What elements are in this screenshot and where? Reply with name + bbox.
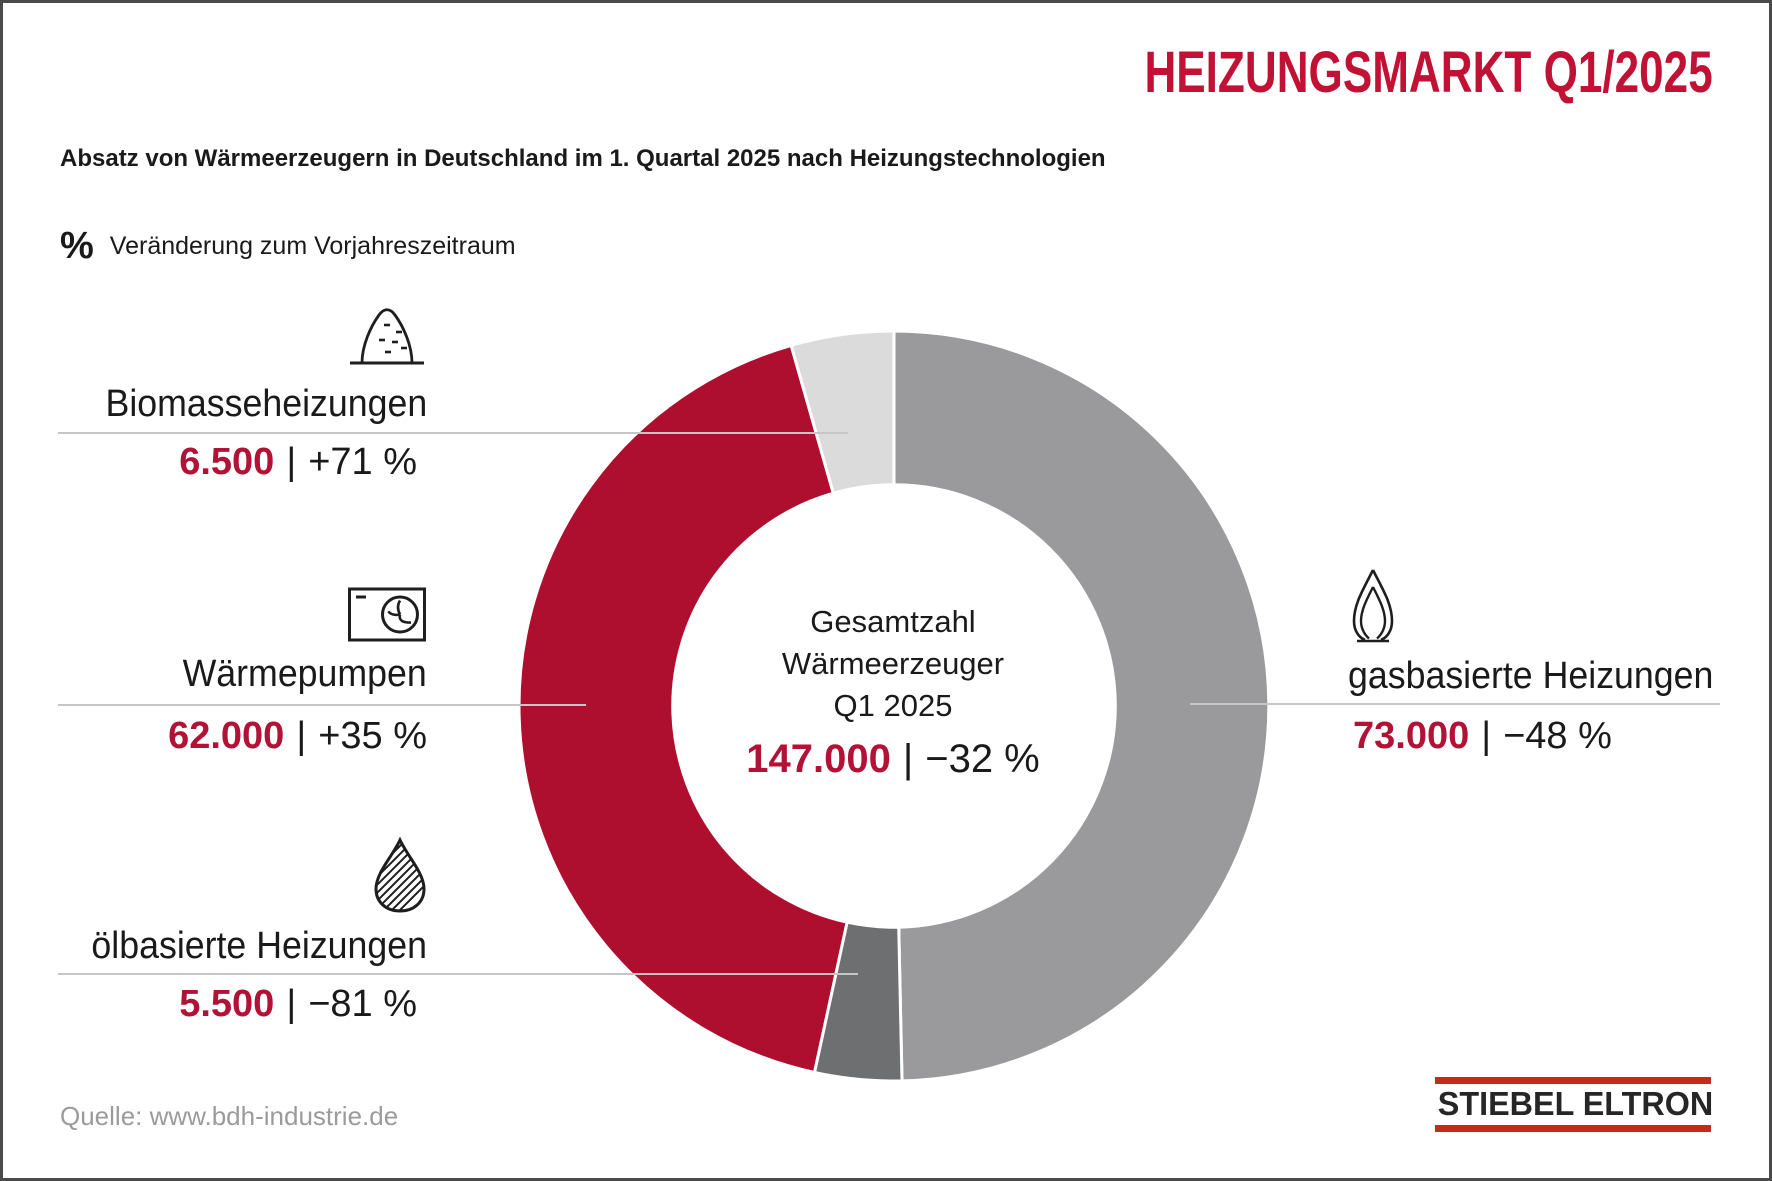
callout-oil: ölbasierte Heizungen: [70, 837, 427, 968]
heat-pump-change: +35 %: [318, 715, 427, 757]
biomass-leader-line: [58, 432, 848, 434]
gas-leader-line: [1190, 703, 1720, 705]
page-title: HEIZUNGSMARKT Q1/2025: [965, 39, 1713, 106]
callout-gas: gasbasierte Heizungen: [1348, 567, 1737, 698]
chart-subtitle: Absatz von Wärmeerzeugern in Deutschland…: [60, 145, 1106, 172]
donut-segment-biomasseheizungen: [789, 329, 896, 495]
total-value: 147.000: [746, 737, 891, 781]
percent-note: % Veränderung zum Vorjahreszeitraum: [60, 225, 516, 268]
oil-leader-line: [58, 973, 858, 975]
biomass-label: Biomasseheizungen: [105, 383, 427, 425]
source-note: Quelle: www.bdh-industrie.de: [60, 1101, 399, 1131]
oil-change: −81 %: [308, 983, 417, 1025]
center-line-3: Q1 2025: [833, 688, 953, 723]
page-title-text: HEIZUNGSMARKT Q1/2025: [1144, 40, 1713, 105]
donut-chart: [517, 329, 1271, 1083]
oil-drop-icon: [373, 837, 427, 917]
heat-pump-icon: [347, 585, 427, 645]
logo-text: STIEBEL ELTRON: [1437, 1085, 1714, 1122]
biomass-value-line: 6.500 | +71 %: [179, 441, 417, 484]
heat-pump-label: Wärmepumpen: [182, 653, 427, 695]
percent-symbol: %: [60, 225, 94, 267]
center-line-2: Wärmeerzeuger: [781, 646, 1005, 681]
biomass-pile-icon: [347, 299, 427, 375]
gas-flame-icon: [1348, 567, 1398, 647]
heat-pump-leader-line: [58, 704, 586, 706]
logo-top-bar: [1435, 1077, 1711, 1084]
gas-value: 73.000: [1353, 715, 1470, 757]
callout-heat-pump: Wärmepumpen: [167, 585, 427, 696]
gas-value-line: 73.000 | −48 %: [1353, 715, 1612, 758]
total-value-line: 147.000 | −32 %: [643, 737, 1143, 782]
donut-segment-gasbasierte-heizungen: [892, 329, 1271, 1083]
biomass-value: 6.500: [179, 441, 275, 483]
biomass-change: +71 %: [308, 441, 417, 483]
heat-pump-value: 62.000: [168, 715, 285, 757]
stiebel-eltron-logo: STIEBEL ELTRON: [1435, 1077, 1714, 1132]
logo-bottom-bar: [1435, 1125, 1711, 1132]
oil-separator: |: [286, 983, 297, 1025]
donut-center-label: Gesamtzahl Wärmeerzeuger Q1 2025 147.000…: [643, 601, 1143, 782]
gas-label: gasbasierte Heizungen: [1348, 655, 1714, 697]
heat-pump-value-line: 62.000 | +35 %: [168, 715, 427, 758]
percent-note-text: Veränderung zum Vorjahreszeitraum: [109, 232, 516, 260]
total-change: −32 %: [925, 737, 1040, 781]
oil-value: 5.500: [179, 983, 275, 1025]
heat-pump-separator: |: [296, 715, 307, 757]
center-line-1: Gesamtzahl: [810, 604, 976, 639]
oil-label: ölbasierte Heizungen: [91, 925, 427, 967]
callout-biomass: Biomasseheizungen: [85, 299, 427, 426]
oil-value-line: 5.500 | −81 %: [179, 983, 417, 1026]
gas-change: −48 %: [1503, 715, 1612, 757]
biomass-separator: |: [286, 441, 297, 483]
total-separator: |: [902, 737, 914, 781]
donut-segment-w-rmepumpen: [517, 343, 849, 1074]
gas-separator: |: [1481, 715, 1492, 757]
